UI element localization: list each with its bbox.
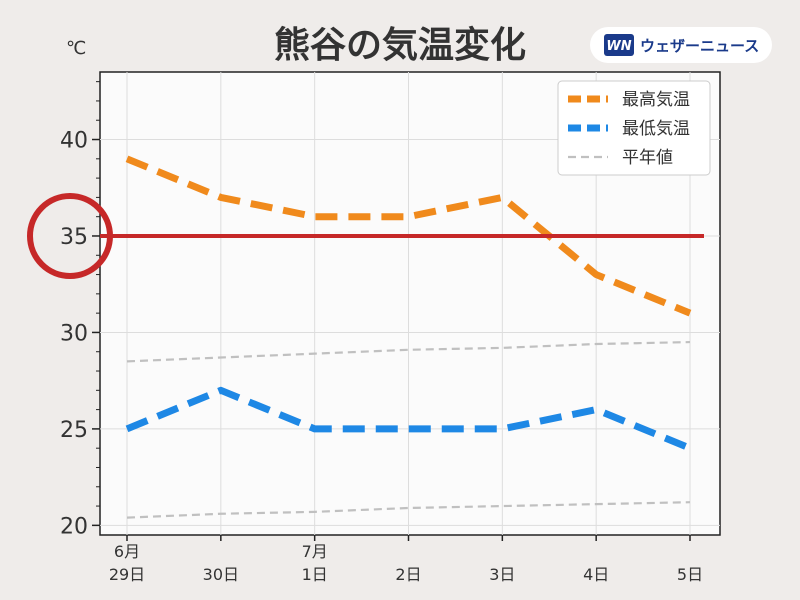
y-tick-label-0: 20 [60,514,88,539]
logo-mark: WN [606,39,631,54]
legend-label-1: 最低気温 [622,119,690,139]
x-axis-ticks: 6月 29日 30日 7月 1日 2日 3日 4日 5日 [109,535,703,584]
x-tick-label-2: 1日 [302,565,328,584]
legend-label-0: 最高気温 [622,90,690,110]
weathernews-logo: WN ウェザーニュース [590,27,772,63]
x-tick-label-top-2: 7月 [302,542,328,561]
y-tick-label-3: 35 [60,225,88,250]
x-tick-label-5: 4日 [583,565,609,584]
chart-title: 熊谷の気温変化 [274,24,526,66]
legend-label-2: 平年値 [622,148,673,168]
series-line-3 [126,501,691,519]
x-tick-label-3: 2日 [395,565,421,584]
x-tick-label-4: 3日 [489,565,515,584]
y-axis-unit: ℃ [66,38,86,59]
reference-layer [27,192,704,279]
x-tick-label-top-0: 6月 [114,542,140,561]
x-tick-label-1: 30日 [203,565,239,584]
x-tick-label-6: 5日 [677,565,703,584]
series-line-1 [125,386,692,452]
y-axis-ticks: 20 25 30 35 40 [60,81,100,539]
legend-box [557,80,711,176]
logo-text: ウェザーニュース [640,37,759,55]
y-tick-label-4: 40 [60,129,88,154]
highlight-circle-35 [27,192,113,279]
series-layer [125,155,692,519]
x-tick-label-0: 29日 [109,565,145,584]
y-tick-label-1: 25 [60,418,88,443]
y-tick-label-2: 30 [60,321,88,346]
series-line-2 [126,340,691,363]
series-line-0 [125,155,692,317]
